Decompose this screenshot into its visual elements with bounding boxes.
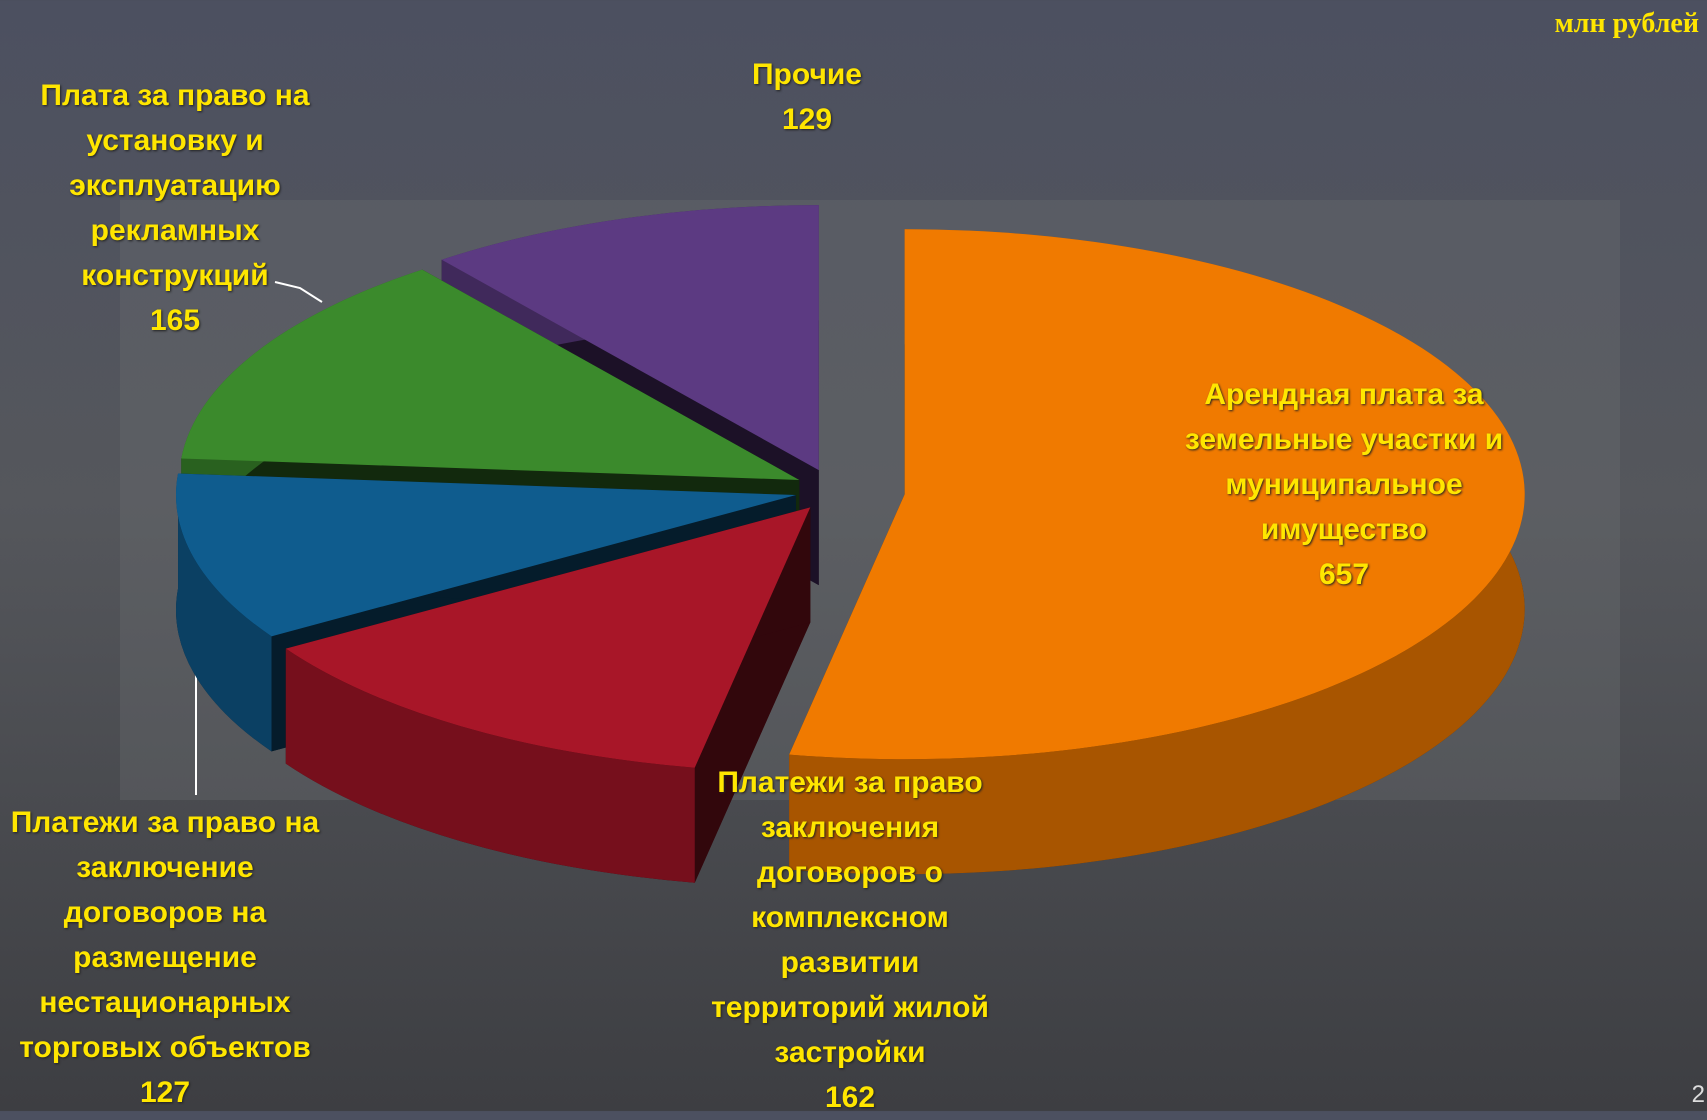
slice-side [176,473,272,752]
slice-label-value: 129 [781,103,833,136]
slice-top [441,205,819,471]
slice-top [181,269,800,480]
slice-top [285,507,811,768]
pie [176,205,1525,883]
slice-label-name: Арендная плата за земельные участки и му… [1184,378,1504,546]
slice [789,229,1525,875]
slice-label-name: Прочие [751,58,862,91]
slice-side [285,648,695,883]
slice-label-name: Плата за право на установку и эксплуатац… [40,79,310,292]
leader-line [274,281,323,303]
slice-top [176,473,797,637]
slice-label: Арендная плата за земельные участки и му… [1174,372,1514,597]
slice-label-value: 165 [149,304,201,337]
page-number: 2 [1691,1081,1705,1108]
slice-label-value: 657 [1318,558,1370,591]
slice-label-name: Платежи за право на заключение договоров… [10,806,320,1064]
unit-label: млн рублей [1554,8,1699,39]
slice-label-name: Платежи за право заключения договоров о … [711,766,989,1069]
slice-label: Платежи за право заключения договоров о … [690,760,1010,1120]
slice-label-value: 162 [824,1081,876,1114]
slice [285,507,811,883]
slice-label: Платежи за право на заключение договоров… [0,800,330,1115]
slice-label: Прочие 129 [707,52,907,142]
slice-label: Плата за право на установку и эксплуатац… [20,73,330,343]
slice-top [789,229,1525,760]
slice-label-value: 127 [139,1076,191,1109]
